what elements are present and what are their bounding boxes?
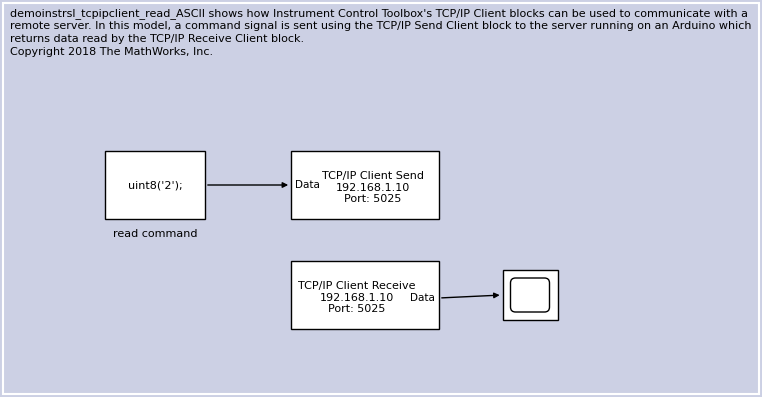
Text: Data: Data <box>410 293 435 303</box>
Text: remote server. In this model, a command signal is sent using the TCP/IP Send Cli: remote server. In this model, a command … <box>10 21 751 31</box>
Text: read command: read command <box>113 229 197 239</box>
FancyBboxPatch shape <box>511 278 549 312</box>
Text: uint8('2');: uint8('2'); <box>128 180 182 190</box>
Text: TCP/IP Client Receive: TCP/IP Client Receive <box>298 281 416 291</box>
Text: Copyright 2018 The MathWorks, Inc.: Copyright 2018 The MathWorks, Inc. <box>10 47 213 57</box>
Text: Data: Data <box>295 180 320 190</box>
Text: demoinstrsl_tcpipclient_read_ASCII shows how Instrument Control Toolbox's TCP/IP: demoinstrsl_tcpipclient_read_ASCII shows… <box>10 8 748 19</box>
Text: TCP/IP Client Send: TCP/IP Client Send <box>322 171 424 181</box>
Bar <box>291 261 439 329</box>
Text: Port: 5025: Port: 5025 <box>328 304 386 314</box>
Text: 192.168.1.10: 192.168.1.10 <box>320 293 394 303</box>
Text: returns data read by the TCP/IP Receive Client block.: returns data read by the TCP/IP Receive … <box>10 34 304 44</box>
Bar <box>291 151 439 219</box>
Bar <box>105 151 205 219</box>
Text: Port: 5025: Port: 5025 <box>344 194 402 204</box>
Bar <box>502 270 558 320</box>
Text: 192.168.1.10: 192.168.1.10 <box>336 183 410 193</box>
